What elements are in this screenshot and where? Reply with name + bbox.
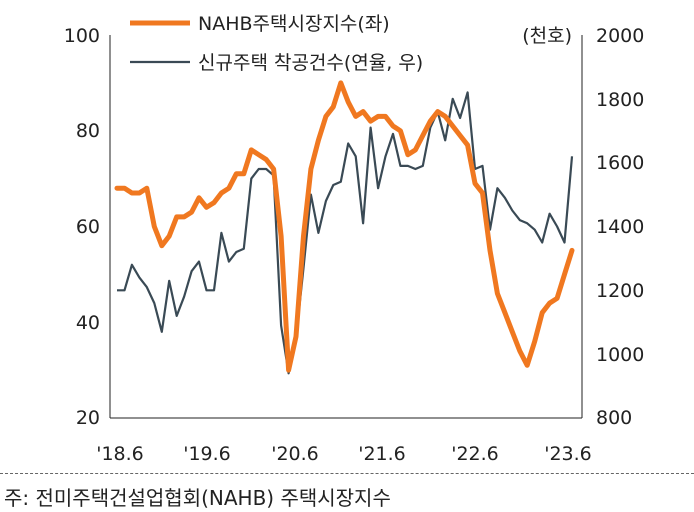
series-line-housing-starts <box>117 91 574 375</box>
right-tick-label: 1000 <box>596 344 644 366</box>
left-tick-label: 20 <box>76 407 100 429</box>
right-tick-label: 2000 <box>596 25 644 47</box>
x-axis-ticks: '18.6 '19.6 '20.6 '21.6 '22.6 '23.6 <box>96 443 592 465</box>
right-tick-label: 1400 <box>596 216 644 238</box>
right-tick-label: 800 <box>596 407 632 429</box>
x-tick-label: '22.6 <box>451 443 499 465</box>
x-tick-label: '21.6 <box>358 443 406 465</box>
left-axis-ticks: 100 80 60 40 20 <box>64 25 100 429</box>
legend: NAHB주택시장지수(좌) 신규주택 착공건수(연율, 우) <box>130 13 423 74</box>
x-tick-label: '18.6 <box>96 443 144 465</box>
footnote-divider <box>0 473 694 474</box>
left-tick-label: 40 <box>76 312 100 334</box>
series-line-nahb-index <box>114 80 575 373</box>
chart: 100 80 60 40 20 2000 1800 1600 1400 1200… <box>64 13 645 465</box>
left-tick-label: 80 <box>76 120 100 142</box>
left-tick-label: 60 <box>76 216 100 238</box>
right-tick-label: 1200 <box>596 280 644 302</box>
x-tick-label: '19.6 <box>183 443 231 465</box>
right-tick-label: 1600 <box>596 152 644 174</box>
left-tick-label: 100 <box>64 25 100 47</box>
x-tick-label: '23.6 <box>544 443 592 465</box>
right-axis-unit: (천호) <box>522 25 572 47</box>
right-axis-ticks: 2000 1800 1600 1400 1200 1000 800 <box>596 25 644 429</box>
footnote-source: 주: 전미주택건설업협회(NAHB) 주택시장지수 <box>4 486 391 510</box>
legend-label-housing-starts: 신규주택 착공건수(연율, 우) <box>198 52 423 74</box>
x-tick-label: '20.6 <box>271 443 319 465</box>
right-tick-label: 1800 <box>596 89 644 111</box>
legend-label-nahb: NAHB주택시장지수(좌) <box>198 13 390 35</box>
